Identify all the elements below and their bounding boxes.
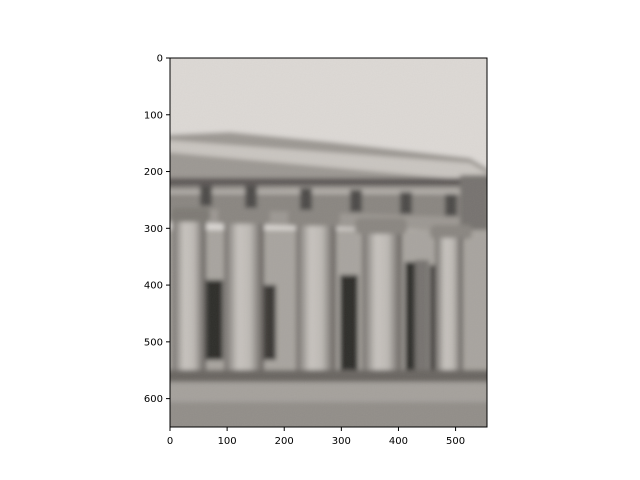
y-tick-label: 400 (144, 281, 163, 292)
y-tick-label: 500 (144, 337, 163, 348)
y-tick-label: 300 (144, 224, 163, 235)
y-tick-label: 200 (144, 167, 163, 178)
y-tick-label: 0 (157, 54, 163, 65)
y-axis-ticks: 0 100 200 300 400 500 600 (144, 54, 170, 405)
axes-frame (169, 57, 488, 428)
x-tick-label: 400 (389, 436, 408, 447)
x-tick-label: 0 (167, 436, 173, 447)
x-tick-label: 200 (275, 436, 294, 447)
photo-image (170, 58, 487, 427)
x-tick-label: 100 (218, 436, 237, 447)
y-tick-label: 600 (144, 394, 163, 405)
x-axis-ticks: 0 100 200 300 400 500 (167, 427, 465, 447)
x-tick-label: 500 (446, 436, 465, 447)
x-tick-label: 300 (332, 436, 351, 447)
y-tick-label: 100 (144, 110, 163, 121)
